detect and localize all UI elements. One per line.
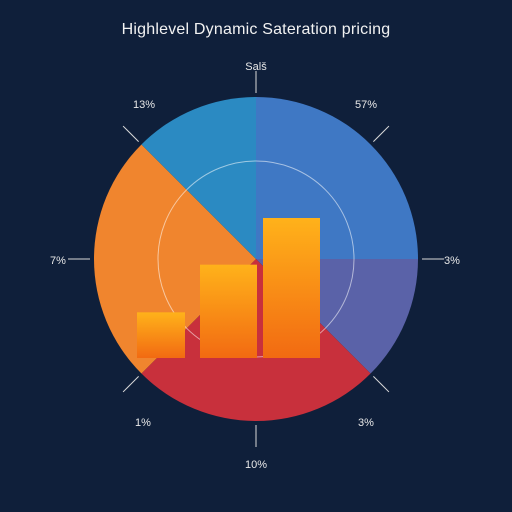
bars (137, 218, 320, 358)
tick-line (373, 125, 390, 142)
tick-label-1: 57% (355, 99, 377, 111)
pie-slices (94, 97, 418, 422)
pie-slice-4 (141, 97, 256, 259)
pie-slice-3 (94, 144, 256, 374)
tick-line (373, 376, 390, 393)
bar-0 (137, 312, 185, 358)
top-label: Salš (245, 61, 267, 73)
tick-label-3: 3% (358, 417, 374, 429)
tick-label-5: 1% (135, 417, 151, 429)
bar-1 (200, 264, 257, 358)
tick-lines (68, 71, 444, 447)
chart-title: Highlevel Dynamic Sateration pricing (121, 21, 391, 38)
tick-label-0: 13% (133, 99, 155, 111)
tick-line (122, 376, 139, 393)
tick-label-6: 7% (50, 255, 66, 267)
tick-label-4: 10% (245, 459, 267, 471)
bar-2 (263, 218, 320, 358)
tick-label-2: 3% (444, 255, 460, 267)
tick-line (122, 125, 139, 142)
